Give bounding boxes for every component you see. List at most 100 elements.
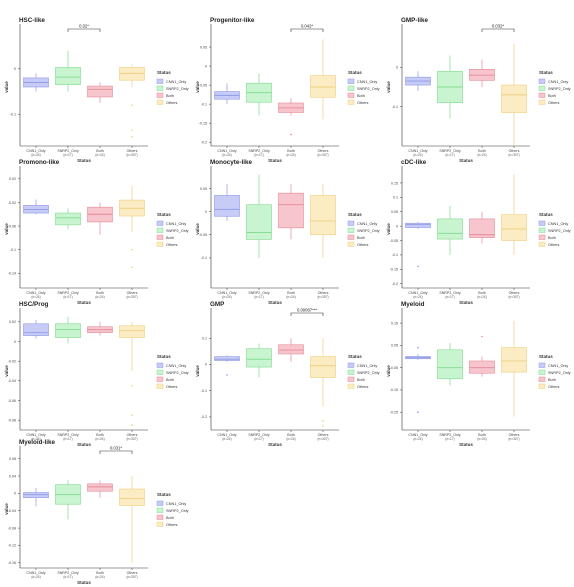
box-others xyxy=(501,84,527,113)
chart-title: HSC/Prog xyxy=(19,301,49,308)
legend-title: Status xyxy=(157,492,171,497)
box-both xyxy=(87,483,113,492)
legend-item-label: CNN1_Only xyxy=(548,80,568,84)
box-others xyxy=(119,67,145,81)
x-tick-label: Others xyxy=(127,571,138,575)
legend-swatch xyxy=(347,362,355,368)
x-tick-count: (n=307) xyxy=(126,295,137,299)
legend-item-label: Both xyxy=(166,378,174,382)
legend-swatch xyxy=(156,99,164,105)
y-tick-label: -0.02 xyxy=(8,201,16,205)
x-tick-count: (n=24) xyxy=(477,437,486,441)
x-tick-count: (n=17) xyxy=(445,437,454,441)
outlier-point xyxy=(417,265,419,268)
x-tick-label: SNRP2_Only xyxy=(57,571,79,575)
x-axis-title: Status xyxy=(268,442,282,447)
chart-panel: Progenitor-like 0.05 0 -0.05 -0.1 -0.15 -0.2 va… xyxy=(195,17,380,163)
box-cnn1-only xyxy=(23,323,49,336)
box-others xyxy=(501,347,527,373)
chart-title: GMP-like xyxy=(401,17,428,24)
x-tick-count: (n=24) xyxy=(286,437,295,441)
x-axis-title: Status xyxy=(77,580,91,585)
legend-item-label: SNRP2_Only xyxy=(357,87,380,91)
x-tick-count: (n=17) xyxy=(63,153,72,157)
x-tick-count: (n=24) xyxy=(222,437,231,441)
box-others xyxy=(119,325,145,338)
legend-swatch xyxy=(156,362,164,368)
x-axis-title: Status xyxy=(268,300,282,305)
chart-title: HSC-like xyxy=(19,17,45,24)
significance-label: 0.032* xyxy=(492,24,504,29)
x-tick-count: (n=307) xyxy=(508,437,519,441)
legend-item-label: CNN1_Only xyxy=(357,80,377,84)
legend-swatch xyxy=(347,85,355,91)
x-tick-label: CNN1_Only xyxy=(26,149,45,153)
legend-swatch xyxy=(538,227,546,233)
y-axis-title: value xyxy=(386,223,391,235)
legend-swatch xyxy=(347,234,355,240)
x-tick-count: (n=24) xyxy=(222,295,231,299)
y-tick-label: -0.04 xyxy=(8,509,16,513)
x-tick-label: CNN1_Only xyxy=(26,291,45,295)
x-tick-count: (n=17) xyxy=(445,295,454,299)
significance-label: 0.00067*** xyxy=(297,308,317,313)
x-tick-count: (n=24) xyxy=(31,153,40,157)
x-tick-count: (n=24) xyxy=(413,153,422,157)
outlier-point xyxy=(481,335,483,338)
y-tick-label: -0.08 xyxy=(8,526,16,530)
y-tick-label: -0.05 xyxy=(199,83,207,87)
y-axis-title: value xyxy=(4,503,9,515)
legend-title: Status xyxy=(348,354,362,359)
y-tick-label: 0.15 xyxy=(391,181,398,185)
outlier-point xyxy=(417,346,419,349)
outlier-point xyxy=(226,374,228,376)
legend-item-label: Both xyxy=(357,94,365,98)
legend-swatch xyxy=(156,514,164,520)
significance-bracket xyxy=(67,28,101,32)
y-axis-title: value xyxy=(195,365,200,377)
y-tick-label: -0.02 xyxy=(8,359,16,363)
box-both xyxy=(278,192,304,229)
x-tick-label: SNRP2_Only xyxy=(248,291,270,295)
y-tick-label: -0.15 xyxy=(390,388,398,392)
x-tick-count: (n=307) xyxy=(508,153,519,157)
legend-item-label: CNN1_Only xyxy=(166,502,186,506)
significance-label: 0.042* xyxy=(301,24,313,29)
legend-item-label: SNRP2_Only xyxy=(548,229,571,233)
legend-item-label: Both xyxy=(357,378,365,382)
x-tick-count: (n=17) xyxy=(254,437,263,441)
legend-swatch xyxy=(538,376,546,382)
outlier-point xyxy=(417,411,419,413)
x-tick-label: CNN1_Only xyxy=(26,433,45,437)
significance-bracket xyxy=(99,450,133,454)
x-tick-label: Both xyxy=(478,149,485,153)
legend-swatch xyxy=(347,78,355,84)
box-others xyxy=(310,356,336,378)
legend-swatch xyxy=(156,500,164,506)
y-tick-label: -0.2 xyxy=(392,282,398,286)
x-tick-label: CNN1_Only xyxy=(408,291,427,295)
box-both xyxy=(469,218,495,238)
y-tick-label: -0.04 xyxy=(8,379,16,383)
x-tick-count: (n=24) xyxy=(413,437,422,441)
y-tick-label: 0.05 xyxy=(391,344,398,348)
y-tick-label: -0.1 xyxy=(10,113,16,117)
y-tick-label: -0.1 xyxy=(201,389,207,393)
legend-swatch xyxy=(538,85,546,91)
box-others xyxy=(310,75,336,98)
legend-item-label: SNRP2_Only xyxy=(166,371,189,375)
x-tick-count: (n=24) xyxy=(95,437,104,441)
y-tick-label: 0 xyxy=(205,64,207,68)
x-tick-count: (n=24) xyxy=(95,153,104,157)
x-tick-label: SNRP2_Only xyxy=(439,433,461,437)
y-tick-label: 0 xyxy=(396,224,398,228)
x-tick-label: SNRP2_Only xyxy=(57,291,79,295)
x-tick-label: SNRP2_Only xyxy=(57,149,79,153)
x-tick-count: (n=24) xyxy=(286,295,295,299)
significance-label: 0.031* xyxy=(110,446,122,451)
x-tick-count: (n=17) xyxy=(63,295,72,299)
outlier-point xyxy=(131,248,133,251)
y-axis-title: value xyxy=(386,365,391,377)
y-tick-label: -0.2 xyxy=(201,140,207,144)
y-tick-label: -0.05 xyxy=(390,239,398,243)
